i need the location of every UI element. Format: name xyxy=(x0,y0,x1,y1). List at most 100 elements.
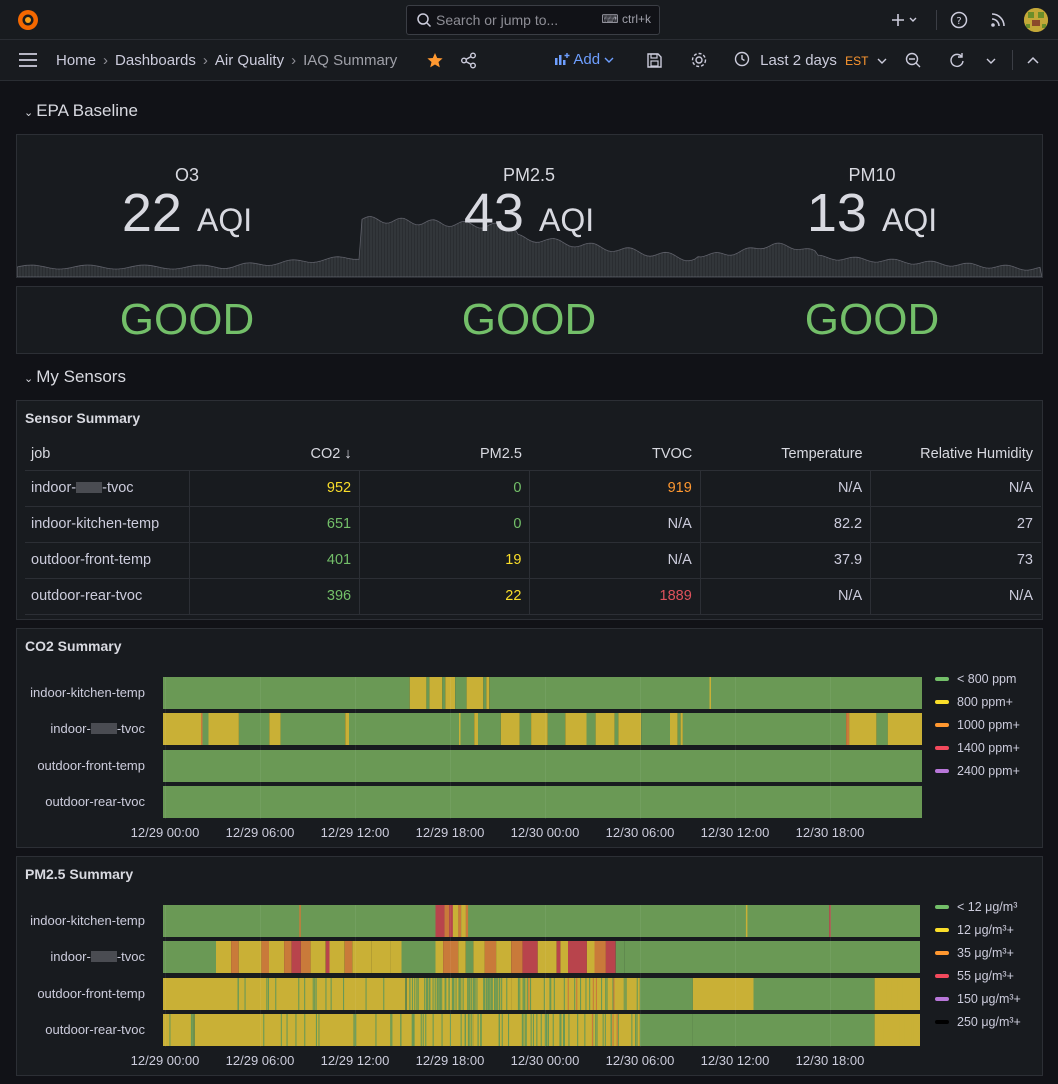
state-segment xyxy=(918,1014,920,1046)
menu-icon[interactable] xyxy=(18,52,38,68)
time-range-picker[interactable]: Last 2 days EST xyxy=(734,51,887,69)
collapse-up-icon[interactable] xyxy=(1027,56,1039,64)
state-segment xyxy=(304,1014,306,1046)
state-segment xyxy=(711,677,922,709)
state-segment xyxy=(310,941,326,973)
x-axis-tick: 12/29 12:00 xyxy=(320,825,390,840)
state-segment xyxy=(291,941,301,973)
state-segment xyxy=(915,978,918,1010)
state-segment xyxy=(192,1014,194,1046)
state-segment xyxy=(498,978,500,1010)
status-pm10: GOOD xyxy=(804,295,940,344)
state-segment xyxy=(266,978,268,1010)
state-segment xyxy=(299,905,301,937)
state-segment xyxy=(494,978,496,1010)
cell-co2: 952 xyxy=(188,470,360,507)
legend-item[interactable]: 1400 ppm+ xyxy=(935,736,1020,759)
grafana-logo-icon[interactable] xyxy=(16,8,40,32)
row-header-sensors[interactable]: ⌄ My Sensors xyxy=(24,367,126,387)
state-segment xyxy=(437,978,439,1010)
column-header-pm25[interactable]: PM2.5 xyxy=(359,438,530,471)
timeline-lane[interactable] xyxy=(163,1014,920,1046)
help-icon[interactable]: ? xyxy=(949,10,969,30)
state-segment xyxy=(466,677,484,709)
legend-item[interactable]: 1000 ppm+ xyxy=(935,713,1020,736)
row-header-epa[interactable]: ⌄ EPA Baseline xyxy=(24,101,138,121)
state-segment xyxy=(549,978,551,1010)
clock-icon xyxy=(734,51,750,67)
legend-label: 1400 ppm+ xyxy=(957,740,1020,755)
legend-item[interactable]: 800 ppm+ xyxy=(935,690,1020,713)
gear-icon[interactable] xyxy=(690,51,708,69)
column-header-humidity[interactable]: Relative Humidity xyxy=(870,438,1041,471)
state-segment xyxy=(441,1014,443,1046)
x-axis-tick: 12/30 06:00 xyxy=(605,1053,675,1068)
refresh-interval-chevron-icon[interactable] xyxy=(986,57,996,65)
legend-item[interactable]: 35 μg/m³+ xyxy=(935,941,1021,964)
state-segment xyxy=(467,978,469,1010)
state-segment xyxy=(532,1014,534,1046)
table-row: outdoor-rear-tvoc 396 22 1889 N/A N/A xyxy=(25,578,1041,615)
state-segment xyxy=(591,1014,593,1046)
stat-pm10: PM10 13 AQI xyxy=(702,165,1042,247)
legend-item[interactable]: 12 μg/m³+ xyxy=(935,918,1021,941)
state-segment xyxy=(563,1014,565,1046)
state-segment xyxy=(459,978,461,1010)
zoom-out-icon[interactable] xyxy=(904,51,922,69)
state-segment xyxy=(163,786,922,818)
state-segment xyxy=(375,1014,377,1046)
state-segment xyxy=(517,978,519,1010)
new-plus-dropdown[interactable] xyxy=(890,10,920,30)
search-input[interactable]: Search or jump to... ⌨ ctrl+k xyxy=(406,5,660,35)
state-segment xyxy=(193,1014,195,1046)
timeline-lane[interactable] xyxy=(163,786,922,818)
timeline-lane[interactable] xyxy=(163,978,920,1010)
state-segment xyxy=(426,677,430,709)
row-title: My Sensors xyxy=(36,367,126,386)
breadcrumb-home[interactable]: Home xyxy=(56,52,97,69)
timeline-lane[interactable] xyxy=(163,941,920,973)
state-segment xyxy=(400,1014,402,1046)
cell-co2: 651 xyxy=(188,506,360,543)
x-axis-tick: 12/29 06:00 xyxy=(225,825,295,840)
save-icon[interactable] xyxy=(646,52,663,69)
state-segment xyxy=(540,1014,542,1046)
legend-item[interactable]: < 12 μg/m³ xyxy=(935,895,1021,918)
timeline-lane[interactable] xyxy=(163,905,920,937)
state-segment xyxy=(670,713,678,745)
state-segment xyxy=(304,978,306,1010)
state-segment xyxy=(480,1014,482,1046)
timeline-lane[interactable] xyxy=(163,750,922,782)
legend-item[interactable]: 55 μg/m³+ xyxy=(935,964,1021,987)
state-segment xyxy=(445,677,456,709)
legend-item[interactable]: < 800 ppm xyxy=(935,667,1020,690)
state-segment xyxy=(506,978,508,1010)
column-header-job[interactable]: job xyxy=(25,438,190,471)
legend-item[interactable]: 2400 ppm+ xyxy=(935,759,1020,782)
column-header-temperature[interactable]: Temperature xyxy=(700,438,871,471)
breadcrumb-dashboards[interactable]: Dashboards xyxy=(115,52,196,69)
state-segment xyxy=(425,978,427,1010)
top-bar: Search or jump to... ⌨ ctrl+k ? xyxy=(0,0,1058,40)
rss-news-icon[interactable] xyxy=(988,10,1008,30)
breadcrumb-air-quality[interactable]: Air Quality xyxy=(214,52,285,69)
refresh-icon[interactable] xyxy=(948,51,966,69)
state-segment xyxy=(891,978,893,1010)
timeline-lane[interactable] xyxy=(163,713,922,745)
state-segment xyxy=(422,1014,424,1046)
star-icon[interactable] xyxy=(426,52,444,69)
legend-item[interactable]: 150 μg/m³+ xyxy=(935,987,1021,1010)
column-header-tvoc[interactable]: TVOC xyxy=(529,438,701,471)
legend-item[interactable]: 250 μg/m³+ xyxy=(935,1010,1021,1033)
grid-line xyxy=(545,905,546,1047)
column-header-co2[interactable]: CO2 ↓ xyxy=(189,438,360,471)
add-panel-button[interactable]: Add xyxy=(554,51,614,68)
legend-swatch xyxy=(935,676,949,681)
share-icon[interactable] xyxy=(460,52,478,69)
state-segment xyxy=(460,978,462,1010)
timeline-lane[interactable] xyxy=(163,677,922,709)
state-segment xyxy=(560,1014,562,1046)
cell-pm25: 22 xyxy=(359,578,530,615)
user-avatar[interactable] xyxy=(1024,8,1048,32)
keyboard-icon: ⌨ xyxy=(601,12,619,26)
